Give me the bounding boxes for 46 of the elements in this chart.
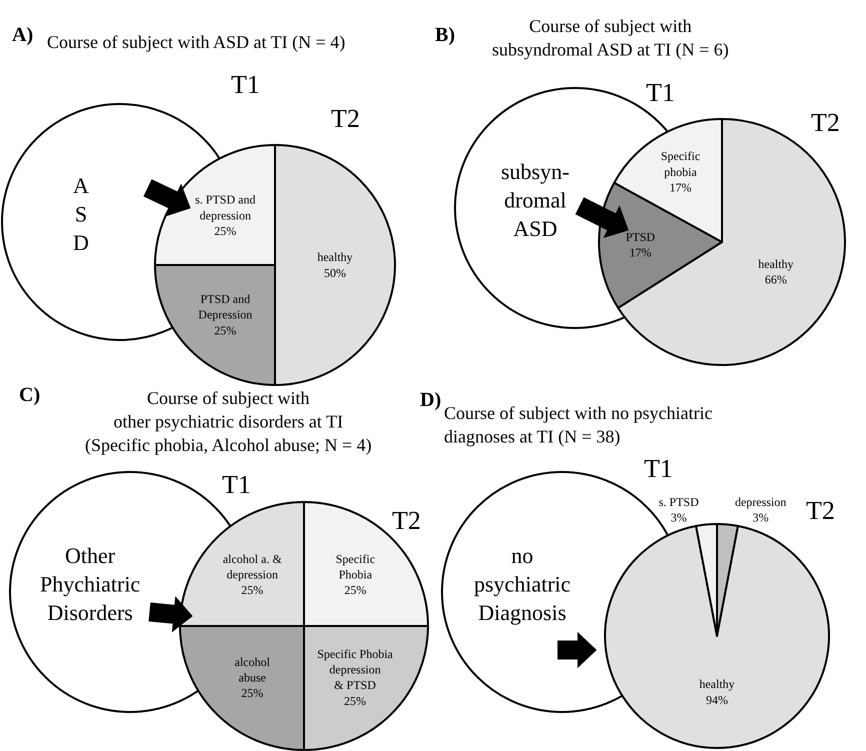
- slice-label: Specific Phobia: [336, 552, 376, 582]
- data-label: 25%: [344, 583, 366, 598]
- data-label: 25%: [241, 686, 264, 700]
- text: T2: [331, 104, 360, 133]
- chart-title: Course of subject with no psychiatric diagnoses at TI (N = 38): [444, 403, 712, 446]
- slice-label: Specific phobia: [660, 149, 700, 179]
- data-label: 25%: [344, 694, 366, 708]
- slice-label: alcohol abuse: [234, 654, 271, 684]
- text: T2: [806, 496, 835, 525]
- slice-label: PTSD and Depression: [198, 292, 252, 322]
- slice-label: Specific Phobia depression & PTSD: [317, 646, 394, 692]
- slice-label: s. PTSD and depression: [195, 192, 256, 222]
- text: T1: [222, 470, 251, 499]
- chart-title: Course of subject with other psychiatric disorders at TI (Specific phobia, Alcohol abuse; N = 4): [85, 388, 372, 455]
- text: T2: [392, 506, 421, 535]
- text: subsyn- dromal ASD: [501, 159, 570, 242]
- chart-title: Course of subject with subsyndromal ASD at TI (N = 6): [492, 16, 729, 60]
- data-label: 94%: [706, 692, 728, 707]
- data-label: 3%: [670, 510, 687, 525]
- slice-label: PTSD: [626, 230, 656, 244]
- data-label: 3%: [752, 510, 769, 525]
- text: D): [420, 389, 442, 411]
- data-label: 25%: [214, 224, 236, 238]
- data-label: 17%: [629, 245, 652, 260]
- data-label: 66%: [764, 272, 787, 286]
- text: no psychiatric Diagnosis: [474, 543, 571, 626]
- text: T1: [231, 70, 260, 99]
- text: B): [435, 24, 455, 46]
- slice-label: depression: [734, 495, 786, 510]
- text: A S D: [73, 173, 89, 256]
- data-label: 50%: [324, 266, 346, 280]
- text: C): [19, 384, 40, 406]
- text: Other Phychiatric Disorders: [40, 543, 140, 626]
- slice-label: alcohol a. & depression: [222, 552, 282, 582]
- text: A): [12, 24, 34, 46]
- slice-label: healthy: [758, 256, 794, 271]
- data-label: 25%: [214, 323, 236, 338]
- data-label: 25%: [241, 583, 264, 598]
- slice-label: healthy: [317, 250, 353, 264]
- text: T2: [811, 108, 840, 137]
- text: T1: [646, 78, 675, 107]
- slice-label: s. PTSD: [658, 495, 700, 510]
- text: T1: [644, 454, 673, 483]
- data-label: 17%: [670, 180, 692, 194]
- chart-title: Course of subject with ASD at TI (N = 4): [47, 32, 346, 52]
- slice-label: healthy: [699, 677, 735, 692]
